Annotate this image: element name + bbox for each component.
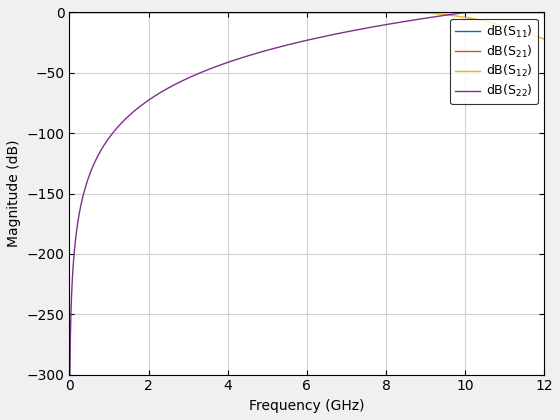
dB(S$_{21}$) (421, 10, 427, 15)
dB(S$_{12}$) (152, 10, 159, 15)
dB(S$_{21}$) (66, 10, 73, 15)
dB(S$_{12}$) (456, 14, 463, 19)
dB(S$_{12}$) (541, 37, 548, 42)
dB(S$_{11}$) (541, 10, 548, 15)
dB(S$_{22}$) (375, 24, 381, 29)
dB(S$_{21}$) (152, 10, 159, 15)
Legend: dB(S$_{11}$), dB(S$_{21}$), dB(S$_{12}$), dB(S$_{22}$): dB(S$_{11}$), dB(S$_{21}$), dB(S$_{12}$)… (450, 19, 538, 104)
dB(S$_{22}$) (456, 10, 463, 16)
dB(S$_{22}$) (351, 28, 357, 33)
dB(S$_{11}$) (152, 10, 159, 15)
dB(S$_{21}$) (541, 10, 548, 15)
dB(S$_{11}$) (375, 10, 381, 15)
dB(S$_{22}$) (462, 10, 469, 15)
dB(S$_{21}$) (351, 10, 357, 15)
dB(S$_{11}$) (456, 10, 463, 15)
dB(S$_{11}$) (66, 10, 73, 15)
dB(S$_{11}$) (351, 10, 357, 15)
dB(S$_{12}$) (375, 10, 381, 15)
dB(S$_{22}$) (66, 372, 73, 377)
dB(S$_{12}$) (66, 10, 73, 15)
dB(S$_{21}$) (248, 10, 254, 15)
Line: dB(S$_{22}$): dB(S$_{22}$) (69, 13, 544, 375)
dB(S$_{22}$) (248, 52, 254, 58)
Line: dB(S$_{12}$): dB(S$_{12}$) (69, 13, 544, 39)
dB(S$_{22}$) (541, 10, 548, 15)
dB(S$_{21}$) (456, 10, 463, 15)
dB(S$_{12}$) (351, 10, 357, 15)
dB(S$_{11}$) (421, 10, 427, 15)
dB(S$_{11}$) (248, 10, 254, 15)
dB(S$_{21}$) (375, 10, 381, 15)
dB(S$_{22}$) (421, 16, 427, 21)
Y-axis label: Magnitude (dB): Magnitude (dB) (7, 140, 21, 247)
dB(S$_{12}$) (421, 10, 427, 16)
X-axis label: Frequency (GHz): Frequency (GHz) (249, 399, 365, 413)
dB(S$_{12}$) (248, 10, 254, 15)
dB(S$_{22}$) (152, 93, 159, 98)
